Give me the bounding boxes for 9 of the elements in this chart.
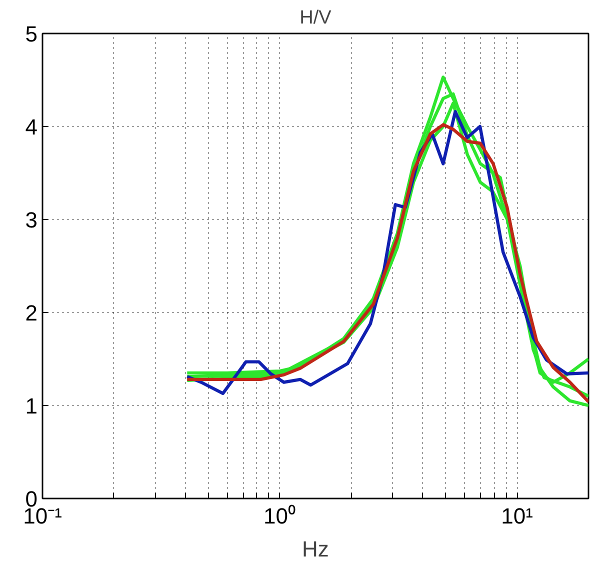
x-axis-title: Hz: [302, 536, 329, 562]
y-tick-label: 4: [25, 114, 38, 140]
x-tick-label: 10¹: [501, 504, 533, 528]
y-tick-label: 3: [25, 208, 38, 232]
chart-title: H/V: [300, 8, 332, 28]
y-tick-label: 1: [25, 394, 38, 418]
y-tick-label: 5: [25, 22, 38, 46]
x-tick-label: 10⁰: [264, 504, 296, 528]
y-tick-label: 2: [25, 300, 38, 326]
